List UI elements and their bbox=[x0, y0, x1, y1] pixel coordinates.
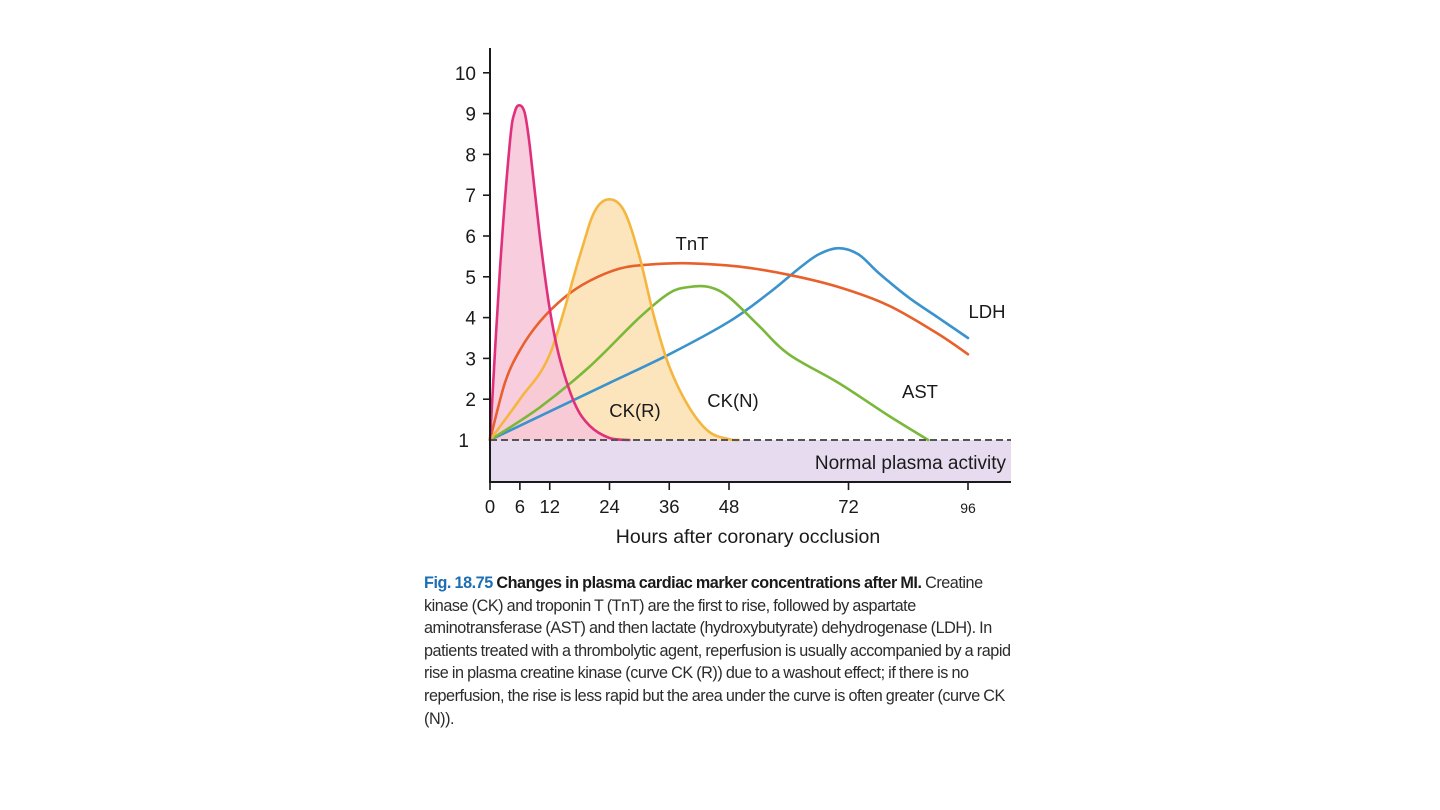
y-tick-label: 3 bbox=[465, 349, 476, 370]
x-tick-label: 48 bbox=[719, 496, 740, 517]
curve-label-ckr: CK(R) bbox=[609, 400, 660, 421]
curve-label-ast: AST bbox=[902, 381, 938, 402]
y-tick-label: 10 bbox=[455, 64, 476, 85]
axes bbox=[489, 48, 1011, 483]
x-tick-label: 6 bbox=[515, 496, 525, 517]
line-tnt bbox=[488, 261, 970, 442]
y-tick-label: 5 bbox=[465, 268, 476, 289]
curve-label-tnt: TnT bbox=[676, 233, 709, 254]
x-tick-label: 0 bbox=[485, 496, 495, 517]
figure-heading: Changes in plasma cardiac marker concent… bbox=[496, 574, 922, 592]
y-tick-label: 9 bbox=[465, 105, 476, 126]
x-tick-label: 12 bbox=[539, 496, 560, 517]
fill-ckr bbox=[490, 105, 630, 440]
curve-fills bbox=[490, 105, 739, 441]
x-tick-label: 36 bbox=[659, 496, 680, 517]
line-ast bbox=[488, 284, 930, 442]
line-ckr bbox=[488, 104, 631, 442]
curve-label-ldh: LDH bbox=[968, 301, 1005, 322]
y-tick-label: 6 bbox=[465, 227, 476, 248]
y-tick-label: 2 bbox=[465, 390, 476, 411]
line-ckn bbox=[488, 198, 741, 442]
curve-lines bbox=[488, 104, 970, 442]
curve-label-ckn: CK(N) bbox=[707, 390, 758, 411]
y-tick-label: 4 bbox=[465, 309, 476, 330]
x-tick-label: 24 bbox=[599, 496, 620, 517]
y-tick-label: 8 bbox=[465, 145, 476, 166]
x-axis-label: Hours after coronary occlusion bbox=[616, 526, 880, 548]
curve-labels: CK(R) CK(N) TnT AST LDH bbox=[609, 233, 1005, 421]
line-ldh bbox=[488, 246, 970, 442]
figure-caption: Fig. 18.75 Changes in plasma cardiac mar… bbox=[424, 572, 1024, 730]
y-tick-label: 7 bbox=[465, 186, 476, 207]
figure-number: Fig. 18.75 bbox=[424, 574, 493, 592]
x-tick-label: 72 bbox=[838, 496, 859, 517]
x-tick-label: 96 bbox=[960, 500, 976, 516]
normal-plasma-label: Normal plasma activity bbox=[815, 453, 1007, 474]
figure-body: Creatine kinase (CK) and troponin T (TnT… bbox=[424, 574, 1011, 728]
normal-plasma-band bbox=[490, 440, 1011, 482]
y-tick-label: 1 bbox=[458, 431, 469, 452]
